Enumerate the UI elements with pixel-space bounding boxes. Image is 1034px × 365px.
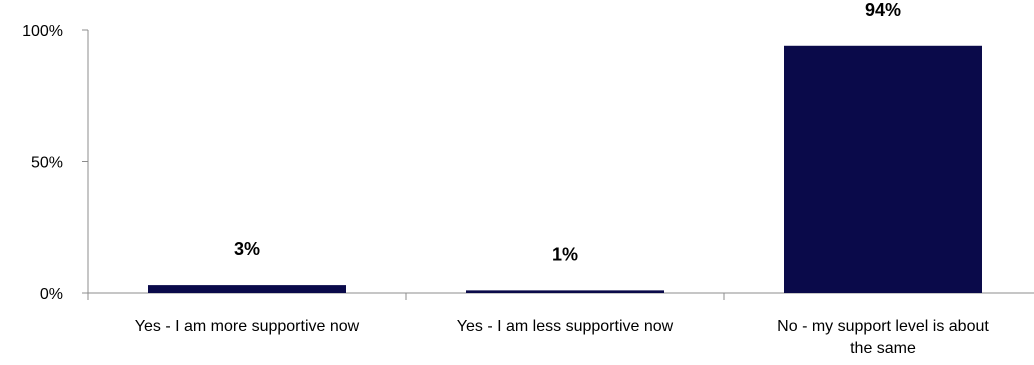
y-axis: 0% 50% 100%: [22, 23, 89, 303]
x-category-label-line: the same: [850, 340, 916, 357]
bar: [784, 45, 982, 293]
y-tick-label: 0%: [40, 286, 63, 303]
x-category-label: No - my support level is about the same: [777, 318, 989, 357]
bars: [148, 45, 982, 293]
bar: [148, 285, 346, 293]
x-category-label-line: Yes - I am more supportive now: [135, 318, 360, 335]
data-label: 1%: [552, 244, 578, 264]
data-labels: 3% 1% 94%: [234, 0, 901, 264]
data-label: 94%: [865, 0, 901, 20]
x-category-label: Yes - I am less supportive now: [457, 318, 674, 335]
x-category-label-line: Yes - I am less supportive now: [457, 318, 674, 335]
data-label: 3%: [234, 239, 260, 259]
y-tick-label: 50%: [31, 155, 63, 172]
x-category-label-line: No - my support level is about: [777, 318, 989, 335]
bar: [466, 290, 664, 293]
x-category-label: Yes - I am more supportive now: [135, 318, 360, 335]
x-axis: [87, 292, 1034, 300]
category-labels: Yes - I am more supportive now Yes - I am…: [135, 318, 990, 357]
y-tick-label: 100%: [22, 23, 63, 40]
